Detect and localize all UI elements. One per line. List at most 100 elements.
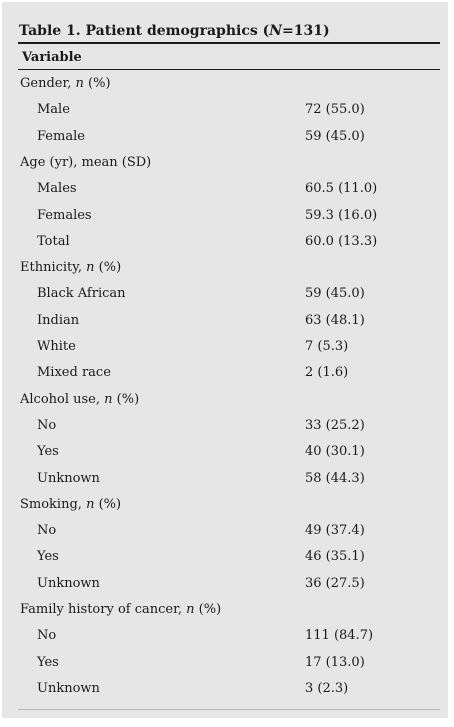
row-value: 3 (2.3) (305, 680, 349, 696)
row-label: No (37, 628, 56, 644)
table-panel: Table 1. Patient demographics (N=131) Va… (2, 2, 448, 718)
row-label-text: Yes (37, 549, 59, 565)
table-row: Yes 46 (35.1) (2, 549, 448, 575)
table-row: Females 59.3 (16.0) (2, 208, 448, 234)
row-label: Black African (37, 286, 126, 302)
row-value: 60.0 (13.3) (305, 233, 378, 249)
row-group-label: Family history of cancer, n (%) (20, 602, 221, 618)
row-value: 36 (27.5) (305, 575, 365, 591)
row-label: Female (37, 129, 85, 145)
row-label-text: Unknown (37, 470, 100, 486)
row-label-n: n (186, 602, 195, 617)
table-row: Unknown 3 (2.3) (2, 681, 448, 707)
table-row: Smoking, n (%) (2, 497, 448, 523)
row-label-text: Ethnicity, (20, 260, 87, 276)
row-label-text: No (37, 523, 57, 539)
row-label-text: Age (yr), mean (SD) (20, 154, 152, 170)
table-row: Gender, n (%) (2, 76, 448, 102)
table-row: Total 60.0 (13.3) (2, 234, 448, 260)
row-value: 60.5 (11.0) (305, 181, 378, 197)
table-row: Males 60.5 (11.0) (2, 181, 448, 207)
row-group-label: Gender, n (%) (20, 76, 111, 92)
table-row: Unknown 58 (44.3) (2, 471, 448, 497)
row-label-text: Unknown (37, 680, 100, 696)
row-label: Males (37, 181, 77, 197)
row-label-suffix: (%) (83, 76, 111, 91)
row-label: Unknown (37, 471, 100, 487)
table-row: Female 59 (45.0) (2, 129, 448, 155)
row-label: No (37, 418, 56, 434)
row-value: 17 (13.0) (305, 654, 365, 670)
row-label-n: n (86, 496, 95, 512)
row-group-label: Smoking, n (%) (20, 497, 121, 513)
table-row: Yes 17 (13.0) (2, 655, 448, 681)
table-title: Table 1. Patient demographics (N=131) (19, 23, 439, 39)
row-label-n: n (86, 260, 95, 276)
row-label-suffix: (%) (94, 260, 122, 276)
row-label-text: Indian (37, 312, 80, 328)
row-label: Yes (37, 444, 59, 460)
table-row: Ethnicity, n (%) (2, 260, 448, 286)
row-value: 7 (5.3) (305, 339, 349, 354)
row-group-label: Age (yr), mean (SD) (20, 155, 151, 171)
row-label-text: Family history of cancer, (20, 602, 187, 617)
row-label: No (37, 523, 56, 539)
row-label-text: No (37, 628, 57, 644)
row-label-text: Yes (37, 444, 59, 460)
table-title-n: N (269, 23, 283, 39)
header-rule (18, 69, 440, 70)
row-value: 40 (30.1) (305, 444, 365, 460)
row-value: 58 (44.3) (305, 470, 365, 486)
row-value: 33 (25.2) (305, 417, 365, 433)
row-value: 49 (37.4) (305, 523, 365, 539)
table-title-suffix: =131) (282, 23, 330, 39)
top-rule (18, 42, 440, 44)
row-label-text: Black African (37, 286, 126, 302)
table-row: No 33 (25.2) (2, 418, 448, 444)
row-label: Unknown (37, 576, 100, 592)
table-row: Black African 59 (45.0) (2, 286, 448, 312)
row-label-n: n (75, 76, 84, 91)
row-label: Indian (37, 313, 79, 329)
row-label-text: Total (37, 233, 70, 249)
row-label: White (37, 339, 76, 355)
row-label-text: Alcohol use, (20, 391, 105, 407)
row-label-text: Males (37, 181, 77, 197)
row-label-text: Unknown (37, 575, 100, 591)
row-label-text: Female (37, 128, 85, 144)
row-value: 59.3 (16.0) (305, 207, 378, 223)
row-label-text: Yes (37, 654, 59, 670)
table-row: Family history of cancer, n (%) (2, 602, 448, 628)
table-row: Alcohol use, n (%) (2, 392, 448, 418)
table-row: Age (yr), mean (SD) (2, 155, 448, 181)
row-label: Females (37, 208, 92, 224)
row-label-suffix: (%) (194, 602, 222, 617)
row-label-n: n (104, 391, 113, 407)
row-label-suffix: (%) (112, 391, 140, 407)
row-label: Total (37, 234, 70, 250)
table-row: Yes 40 (30.1) (2, 444, 448, 470)
bottom-rule (18, 709, 440, 710)
row-label-text: Gender, (20, 76, 76, 91)
row-label: Male (37, 102, 70, 118)
row-value: 46 (35.1) (305, 549, 365, 565)
row-label: Mixed race (37, 365, 111, 381)
row-label-text: No (37, 417, 57, 433)
row-value: 72 (55.0) (305, 102, 365, 118)
row-label-text: Male (37, 102, 70, 118)
column-header-variable: Variable (22, 50, 82, 65)
table-row: Mixed race 2 (1.6) (2, 365, 448, 391)
table-row: Indian 63 (48.1) (2, 313, 448, 339)
table-row: Male 72 (55.0) (2, 102, 448, 128)
row-group-label: Alcohol use, n (%) (20, 392, 139, 408)
row-value: 59 (45.0) (305, 128, 365, 144)
table-title-prefix: Table 1. Patient demographics ( (19, 23, 270, 39)
row-label-text: Females (37, 207, 92, 223)
row-label-suffix: (%) (94, 496, 122, 512)
row-value: 2 (1.6) (305, 365, 349, 381)
row-label: Yes (37, 655, 59, 671)
row-label-text: Smoking, (20, 496, 87, 512)
row-label-text: White (37, 339, 76, 354)
row-group-label: Ethnicity, n (%) (20, 260, 121, 276)
table-row: No 49 (37.4) (2, 523, 448, 549)
